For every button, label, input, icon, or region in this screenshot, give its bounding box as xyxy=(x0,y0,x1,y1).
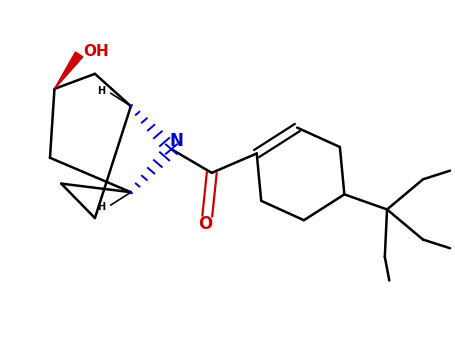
Text: O: O xyxy=(198,215,212,233)
Text: OH: OH xyxy=(84,43,110,58)
Polygon shape xyxy=(55,52,83,89)
Text: H: H xyxy=(97,86,106,96)
Text: H: H xyxy=(97,202,106,212)
Text: N: N xyxy=(170,132,184,150)
